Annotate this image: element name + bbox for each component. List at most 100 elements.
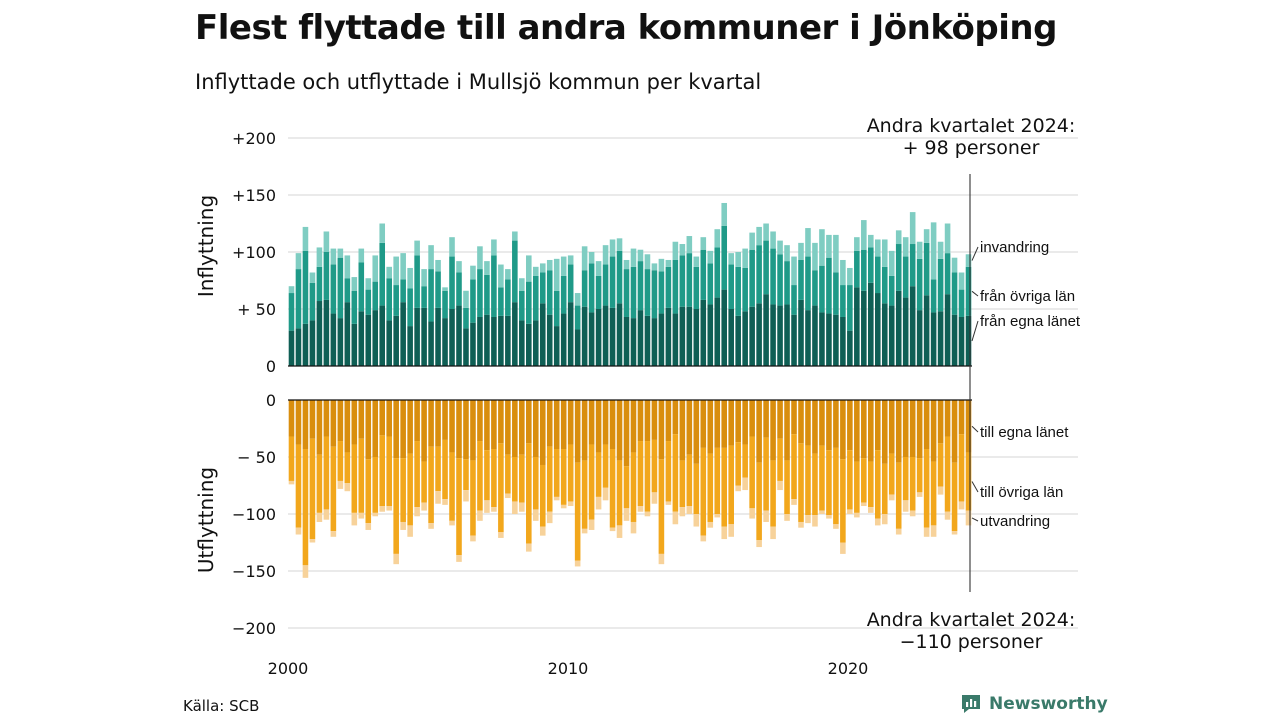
series-label: till övriga län xyxy=(980,484,1063,501)
bar-segment xyxy=(930,279,937,313)
bar-segment xyxy=(847,267,853,286)
bar-segment xyxy=(539,464,546,527)
bar-segment xyxy=(574,305,581,330)
bar-segment xyxy=(742,267,748,312)
bar-segment xyxy=(379,435,386,507)
bar-segment xyxy=(958,501,965,510)
bar-segment xyxy=(637,441,644,507)
bar-segment xyxy=(560,275,567,314)
bar-segment xyxy=(351,512,358,526)
bar-segment xyxy=(463,290,469,308)
bar-segment xyxy=(958,400,965,435)
bar-segment xyxy=(749,436,755,509)
series-label: invandring xyxy=(980,239,1049,256)
bar-segment xyxy=(539,400,546,465)
bar-segment xyxy=(470,535,476,542)
bar-segment xyxy=(951,272,958,315)
bar-segment xyxy=(344,483,351,492)
bar-segment xyxy=(386,320,392,366)
bar-segment xyxy=(686,236,693,254)
brand-logo[interactable]: Newsworthy xyxy=(960,693,1108,715)
bar-segment xyxy=(784,245,790,262)
bar-segment xyxy=(323,231,330,252)
bar-segment xyxy=(463,307,469,329)
y-tick-label: +150 xyxy=(232,186,276,205)
bar-segment xyxy=(616,250,623,304)
bar-segment xyxy=(421,307,427,366)
bar-segment xyxy=(693,463,700,514)
bar-segment xyxy=(400,521,406,530)
bar-segment xyxy=(888,305,895,366)
bar-segment xyxy=(477,246,483,270)
bar-segment xyxy=(665,266,672,308)
bar-segment xyxy=(902,400,909,457)
bar-segment xyxy=(923,400,930,450)
bar-segment xyxy=(805,400,811,446)
chart-subtitle: Inflyttade och utflyttade i Mullsjö komm… xyxy=(195,70,762,94)
bar-segment xyxy=(923,242,930,296)
bar-segment xyxy=(435,271,441,308)
bar-segment xyxy=(637,310,644,366)
bar-segment xyxy=(819,229,825,266)
bar-segment xyxy=(665,501,672,505)
bar-segment xyxy=(868,507,874,513)
bar-segment xyxy=(679,460,686,508)
bar-segment xyxy=(519,320,525,366)
bar-segment xyxy=(630,318,637,366)
bar-segment xyxy=(965,452,972,511)
bar-segment xyxy=(777,480,783,491)
y-tick-label: −100 xyxy=(232,505,276,524)
bar-segment xyxy=(477,441,483,511)
bar-segment xyxy=(400,400,406,459)
bar-segment xyxy=(854,287,860,366)
y-tick-label: 0 xyxy=(266,391,276,410)
bar-segment xyxy=(916,310,923,366)
bar-segment xyxy=(456,261,462,273)
bar-segment xyxy=(735,315,741,366)
bar-segment xyxy=(951,462,958,532)
bar-segment xyxy=(902,457,909,501)
bar-segment xyxy=(958,289,965,317)
bar-segment xyxy=(951,400,958,463)
bar-segment xyxy=(665,400,672,442)
bar-segment xyxy=(344,302,351,366)
bar-segment xyxy=(630,248,637,267)
bar-segment xyxy=(756,540,762,548)
bar-segment xyxy=(651,439,658,493)
bar-segment xyxy=(895,244,902,291)
bar-segment xyxy=(546,270,553,315)
bar-segment xyxy=(330,313,337,366)
bar-segment xyxy=(602,444,609,488)
y-tick-label: +100 xyxy=(232,243,276,262)
series-leader-line xyxy=(971,517,979,522)
bar-segment xyxy=(526,543,532,552)
bar-segment xyxy=(888,494,895,501)
bar-segment xyxy=(526,281,532,324)
bar-segment xyxy=(484,314,490,366)
bar-segment xyxy=(777,254,783,306)
bar-segment xyxy=(567,302,574,366)
bar-segment xyxy=(965,510,972,526)
bar-segment xyxy=(414,307,420,366)
bar-segment xyxy=(763,294,769,366)
bar-segment xyxy=(742,311,748,366)
bar-segment xyxy=(721,225,728,290)
bar-segment xyxy=(965,315,972,366)
bar-segment xyxy=(428,245,434,270)
bar-segment xyxy=(847,509,853,514)
y-axis-title: Utflyttning xyxy=(194,467,218,573)
bar-segment xyxy=(574,329,581,366)
bar-segment xyxy=(749,249,755,307)
bar-segment xyxy=(344,452,351,484)
bar-segment xyxy=(895,528,902,535)
bar-segment xyxy=(400,253,406,280)
bar-segment xyxy=(519,502,525,512)
bar-segment xyxy=(567,444,574,502)
bar-segment xyxy=(393,458,399,554)
bar-segment xyxy=(784,304,790,366)
bar-segment xyxy=(826,400,832,451)
bar-segment xyxy=(637,506,644,512)
bar-segment xyxy=(532,509,539,521)
bar-segment xyxy=(930,525,937,537)
bar-segment xyxy=(679,306,686,366)
